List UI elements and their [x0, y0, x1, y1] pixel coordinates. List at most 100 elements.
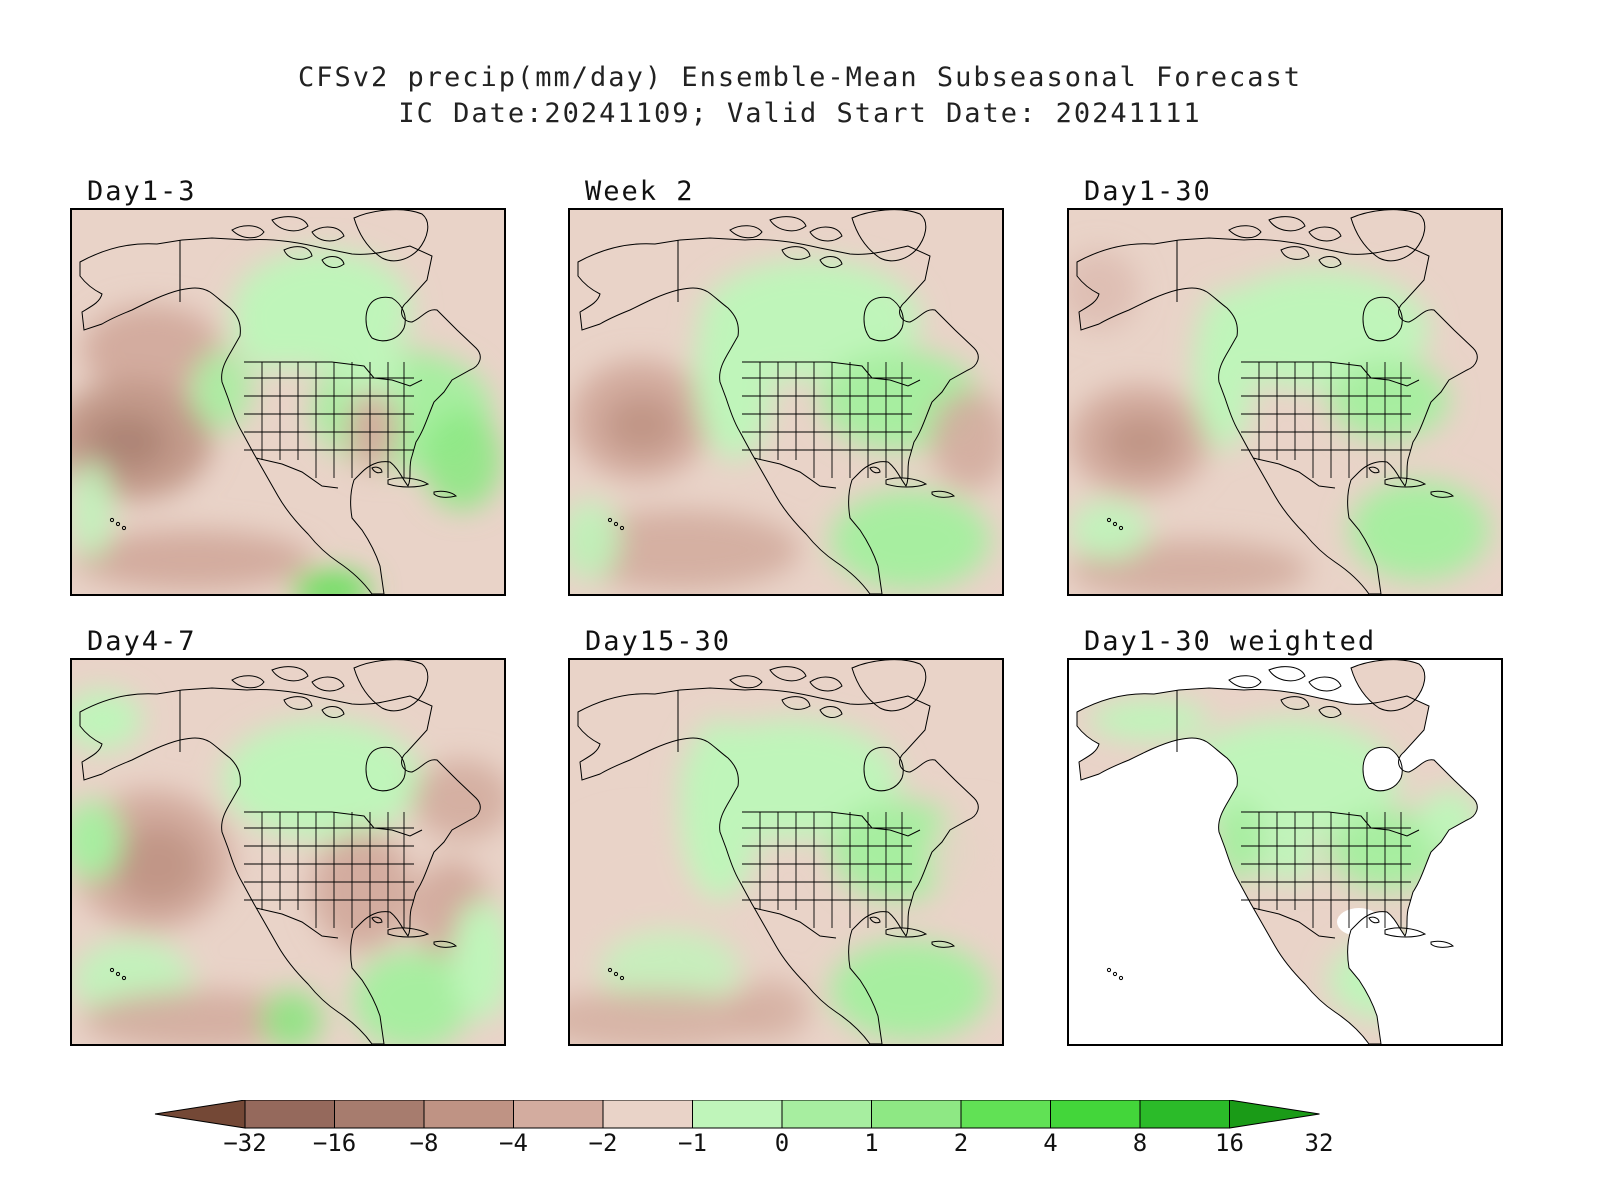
- precip-anomaly-area: [72, 530, 312, 590]
- map-panel-week2: [568, 208, 1004, 596]
- coastline-island: [781, 696, 811, 710]
- precip-anomaly-area: [930, 390, 1002, 490]
- coastline-hawaii: [613, 971, 619, 977]
- coastline-greenland: [1350, 210, 1426, 262]
- precip-anomaly-area: [604, 395, 680, 455]
- coastline-hawaii: [1106, 967, 1112, 973]
- coastline-island: [1308, 226, 1342, 242]
- coastline-caribbean: [387, 477, 430, 488]
- coastline-caribbean: [1368, 916, 1380, 924]
- precip-anomaly-area: [292, 570, 372, 594]
- coastline-caribbean: [931, 940, 955, 948]
- map-day1-30: [1069, 210, 1501, 594]
- map-day15-30: [570, 660, 1002, 1044]
- coastline-island: [1280, 696, 1310, 710]
- coastline-caribbean: [433, 490, 457, 498]
- coastline-island: [1280, 246, 1310, 260]
- coastline-caribbean: [885, 477, 928, 488]
- coastline-caribbean: [387, 927, 430, 938]
- colorbar-tick-label: 4: [1043, 1129, 1057, 1157]
- coastline: [1076, 237, 1478, 594]
- precip-anomaly-area: [452, 900, 504, 1020]
- chart-title-line-2: IC Date:20241109; Valid Start Date: 2024…: [398, 98, 1202, 129]
- precip-anomaly-area: [1069, 250, 1139, 330]
- precip-anomaly-area: [600, 930, 740, 1010]
- precip-anomaly-area: [1259, 840, 1319, 880]
- coastline-hudson-bay: [1362, 746, 1403, 792]
- coastline-caribbean: [1430, 940, 1454, 948]
- colorbar-tick-label: 2: [954, 1129, 968, 1157]
- coastline-island: [809, 226, 843, 242]
- colorbar-bin: [692, 1100, 783, 1129]
- coastline: [79, 687, 481, 1044]
- precip-anomaly-area: [1329, 360, 1449, 440]
- country-border: [753, 457, 837, 489]
- coastline-hudson-bay: [863, 296, 904, 342]
- coastline-island: [321, 256, 345, 268]
- coastline-island: [1308, 676, 1342, 692]
- coastline-caribbean: [433, 940, 457, 948]
- precip-anomaly-area: [830, 940, 990, 1040]
- coastline-hawaii: [619, 525, 625, 531]
- coastline-hawaii: [1118, 975, 1124, 981]
- coastline: [79, 237, 481, 594]
- coastline-hawaii: [121, 525, 127, 531]
- coastline-hawaii: [115, 971, 121, 977]
- precip-anomaly-area: [680, 720, 760, 900]
- colorbar-bin: [871, 1100, 962, 1129]
- precip-anomaly-area: [570, 990, 770, 1044]
- precip-anomaly-area: [412, 760, 504, 840]
- coastline-hawaii: [115, 521, 121, 527]
- coastline-island: [283, 696, 313, 710]
- coastline-hawaii: [1112, 971, 1118, 977]
- precip-anomaly-area: [112, 825, 202, 905]
- coastline: [577, 687, 979, 1044]
- coastline-hawaii: [109, 967, 115, 973]
- colorbar-tick-label: −32: [223, 1129, 266, 1157]
- colorbar-tick-label: −2: [589, 1129, 618, 1157]
- country-border: [255, 907, 339, 939]
- map-day1-3: [72, 210, 504, 594]
- precip-anomaly-area: [222, 720, 422, 840]
- coastline-caribbean: [1430, 490, 1454, 498]
- coastline-greenland: [851, 210, 927, 262]
- coastline-hawaii: [613, 521, 619, 527]
- colorbar-bin: [423, 1100, 514, 1129]
- colorbar-tick-label: −16: [313, 1129, 356, 1157]
- coastline-hudson-bay: [365, 296, 406, 342]
- coastline-hawaii: [1118, 525, 1124, 531]
- coastline-greenland: [353, 660, 429, 712]
- precip-anomaly-area: [570, 500, 620, 580]
- precip-anomaly-area: [82, 305, 222, 395]
- country-border: [1252, 907, 1336, 939]
- coastline-hudson-bay: [1362, 296, 1403, 342]
- precip-anomaly-area: [347, 390, 397, 470]
- coastline-caribbean: [1384, 927, 1427, 938]
- coastline-hawaii: [619, 975, 625, 981]
- coastline-island: [1318, 706, 1342, 718]
- country-border: [1252, 457, 1336, 489]
- coastline-caribbean: [371, 466, 383, 474]
- precip-anomaly-area: [87, 414, 167, 470]
- colorbar-tick-label: 0: [775, 1129, 789, 1157]
- precip-anomaly-area: [1349, 480, 1489, 580]
- coastline: [1076, 687, 1478, 1044]
- coastline-greenland: [851, 660, 927, 712]
- precip-anomaly-area: [1089, 700, 1209, 740]
- colorbar-tick-label: −8: [410, 1129, 439, 1157]
- map-day1-30-weighted: [1069, 660, 1501, 1044]
- precip-anomaly-area: [570, 820, 720, 940]
- country-border: [255, 457, 339, 489]
- precip-anomaly-area: [1069, 500, 1149, 560]
- country-border: [753, 907, 837, 939]
- colorbar-tick-label: 8: [1133, 1129, 1147, 1157]
- coastline-island: [231, 675, 265, 689]
- map-panel-day1-30: [1067, 208, 1503, 596]
- coastline-caribbean: [885, 927, 928, 938]
- colorbar-bin: [1050, 1100, 1141, 1129]
- coastline-island: [1228, 675, 1262, 689]
- coastline-island: [1268, 666, 1306, 682]
- colorbar-bin: [960, 1100, 1051, 1129]
- coastline-island: [781, 246, 811, 260]
- colorbar-arrow-high: [1229, 1100, 1320, 1129]
